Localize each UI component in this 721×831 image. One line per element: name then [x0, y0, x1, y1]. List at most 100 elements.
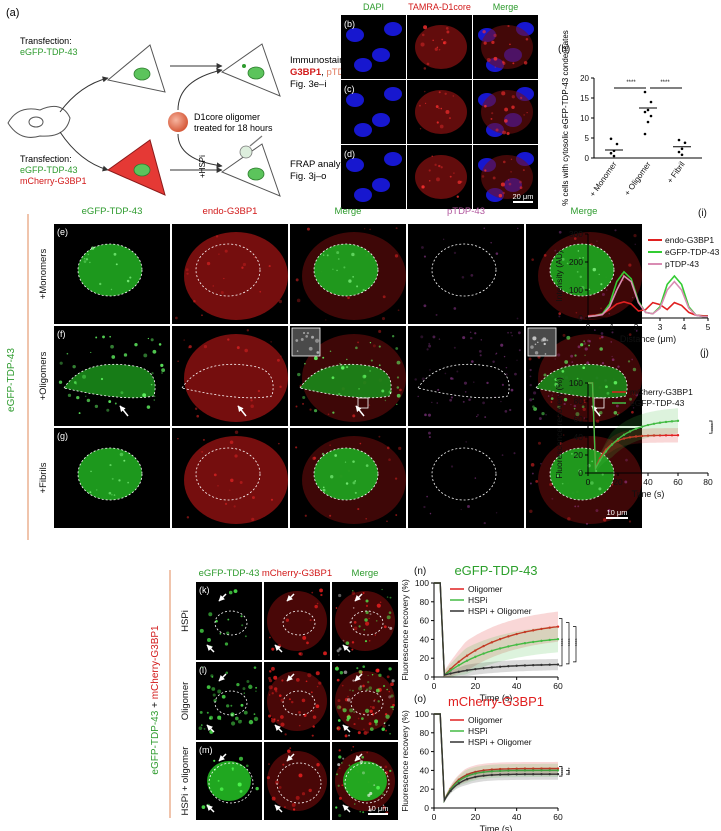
fluorescence-spot [337, 699, 341, 703]
x-tick-label: 40 [512, 681, 522, 691]
fluorescence-spot [86, 398, 91, 403]
fluorescence-spot [483, 227, 486, 230]
fluorescence-spot [348, 764, 351, 767]
fluorescence-spot [338, 755, 342, 759]
series-point-1 [640, 425, 644, 428]
fluorescence-spot [395, 347, 399, 350]
nucleus-outline [549, 447, 615, 501]
fluorescence-spot [113, 252, 117, 256]
fluorescence-spot [66, 352, 69, 355]
fluorescence-spot [483, 521, 486, 525]
fluorescence-spot [230, 478, 234, 483]
series-point-1 [532, 640, 535, 644]
fluorescence-spot [395, 514, 398, 517]
fluorescence-spot [561, 257, 565, 261]
fluorescence-spot [617, 414, 619, 416]
data-point [643, 90, 647, 94]
fluorescence-spot [236, 346, 240, 350]
fluorescence-spot [319, 588, 323, 593]
dapi-nucleus [346, 93, 364, 107]
data-point [646, 120, 650, 124]
fluorescence-spot [388, 667, 392, 671]
fluorescence-spot [335, 806, 338, 809]
fluorescence-spot [341, 784, 344, 787]
fluorescence-spot [311, 734, 314, 737]
dapi-nucleus [372, 113, 390, 127]
series-point-2 [515, 664, 518, 668]
fluorescence-spot [469, 336, 473, 340]
g3bp1-cytoplasm [184, 334, 288, 422]
fluorescence-spot [378, 345, 381, 348]
fluorescence-spot [352, 460, 355, 463]
fluorescence-spot [123, 353, 128, 357]
fluorescence-spot [339, 671, 344, 675]
nucleus-immuno [247, 66, 265, 80]
egfp-nucleus [343, 761, 387, 801]
fluorescence-spot [585, 522, 589, 525]
fluorescence-spot [379, 601, 382, 604]
fluorescence-spot [357, 717, 360, 720]
mcherry-cytoplasm [267, 591, 327, 651]
fluorescence-spot [275, 690, 278, 693]
fluorescence-spot [304, 514, 307, 517]
panel-letter-b: (b) [344, 19, 355, 29]
fluorescence-spot [574, 505, 577, 508]
fluorescence-spot [509, 408, 512, 412]
fluorescence-spot [322, 356, 325, 359]
fluorescence-spot [423, 255, 426, 258]
fluorescence-spot [109, 464, 112, 467]
fluorescence-spot [211, 687, 216, 691]
fluorescence-spot [278, 442, 280, 445]
fluorescence-spot [613, 380, 618, 385]
fluorescence-spot [305, 680, 308, 683]
chart-n: 0 20 40 60 80 100 0 20 40 60 Time (s) Fluorescence … [400, 563, 581, 703]
series-point-1 [457, 664, 460, 667]
fluorescence-spot [367, 681, 370, 684]
fluorescence-spot [332, 411, 335, 414]
fluorescence-spot [378, 329, 382, 333]
fluorescence-spot [270, 498, 274, 501]
series-line-0 [434, 582, 559, 677]
y-tick-label: 60 [574, 414, 584, 424]
fluorescence-spot [456, 370, 459, 373]
series-point-1 [628, 430, 632, 433]
y-tick-label: 100 [569, 378, 583, 388]
chart-o: 0 20 40 60 80 100 0 20 40 60 Time (s) Fluorescence … [400, 694, 574, 831]
fluorescence-spot [513, 452, 516, 455]
fluorescence-spot [346, 358, 348, 361]
fluorescence-spot [595, 509, 599, 513]
fluorescence-spot [369, 228, 371, 231]
fluorescence-spot [423, 505, 426, 509]
fluorescence-spot [364, 708, 370, 714]
fluorescence-spot [110, 344, 114, 349]
significance-label: **** [561, 638, 567, 646]
fluorescence-spot [303, 714, 307, 717]
fluorescence-spot [354, 491, 357, 494]
fluorescence-spot [82, 374, 87, 379]
nucleus-outline [214, 610, 248, 636]
fluorescence-spot [586, 361, 590, 365]
fluorescence-spot [579, 275, 583, 279]
y-tick-label: 60 [420, 616, 430, 626]
fluorescence-spot [351, 641, 355, 644]
fluorescence-spot [373, 784, 376, 787]
fluorescence-spot [194, 407, 198, 410]
fluorescence-spot [248, 684, 253, 690]
fluorescence-spot [502, 160, 506, 164]
fluorescence-spot [542, 337, 547, 342]
legend-label-1: HSPi [468, 595, 487, 605]
fluorescence-spot [274, 687, 278, 691]
fluorescence-spot [242, 262, 247, 267]
series-line-2 [587, 274, 708, 318]
white-arrow-icon [274, 724, 283, 733]
fluorescence-spot [298, 724, 301, 727]
fluorescence-spot [348, 734, 350, 737]
fluorescence-spot [375, 619, 378, 622]
fluorescence-spot [301, 698, 306, 703]
fluorescence-spot [217, 689, 222, 694]
fluorescence-spot [424, 90, 426, 93]
fluorescence-spot [298, 710, 301, 714]
fluorescence-spot [384, 765, 388, 769]
fluorescence-spot [386, 615, 391, 620]
fluorescence-spot [578, 257, 581, 259]
